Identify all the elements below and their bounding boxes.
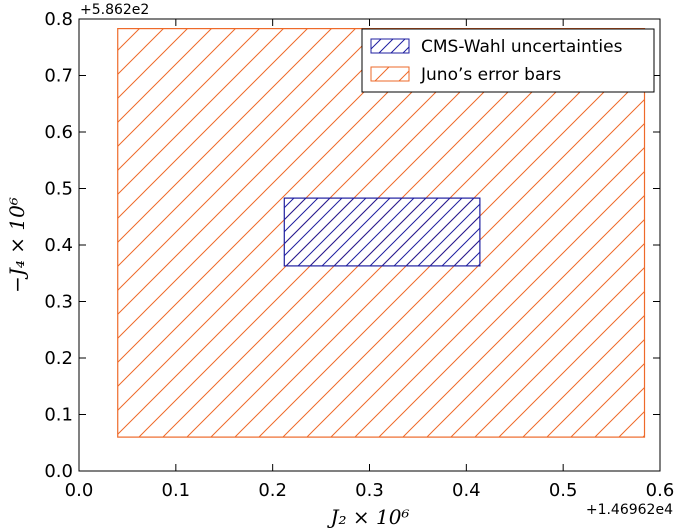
y-axis-label: −J₄ × 10⁶	[5, 197, 29, 293]
x-tick-label: 0.3	[355, 480, 384, 501]
y-tick-label: 0.4	[44, 235, 73, 256]
y-tick-label: 0.7	[44, 66, 73, 87]
y-tick-label: 0.0	[44, 461, 73, 482]
data-layer	[117, 28, 646, 438]
x-tick-label: 0.5	[549, 480, 578, 501]
legend-swatch-juno	[370, 66, 410, 82]
x-tick-label: 0.2	[258, 480, 287, 501]
legend-frame	[361, 28, 655, 93]
x-tick-label: 0.0	[65, 480, 94, 501]
x-tick-label: 0.6	[646, 480, 675, 501]
y-offset-label: +5.862e2	[80, 2, 149, 18]
y-tick-label: 0.5	[44, 179, 73, 200]
x-tick-label: 0.1	[162, 480, 191, 501]
legend: CMS-Wahl uncertainties Juno’s error bars	[361, 28, 655, 93]
y-tick-label: 0.8	[44, 9, 73, 30]
y-tick-label: 0.2	[44, 348, 73, 369]
legend-label-juno: Juno’s error bars	[420, 65, 561, 85]
x-offset-label: +1.46962e4	[586, 502, 673, 518]
x-axis-label: J₂ × 10⁶	[327, 505, 410, 529]
region-cms-wahl	[283, 197, 481, 267]
x-tick-label: 0.4	[452, 480, 481, 501]
y-tick-label: 0.6	[44, 122, 73, 143]
y-tick-label: 0.3	[44, 292, 73, 313]
legend-swatch-cms-wahl	[370, 38, 410, 54]
legend-label-cms-wahl: CMS-Wahl uncertainties	[421, 37, 623, 57]
ticks-layer: 0.0 0.1 0.2 0.3 0.4 0.5 0.6 0.0 0.1 0.2 0.3 0.4 0.5 0…	[44, 9, 674, 501]
y-tick-label: 0.1	[44, 405, 73, 426]
